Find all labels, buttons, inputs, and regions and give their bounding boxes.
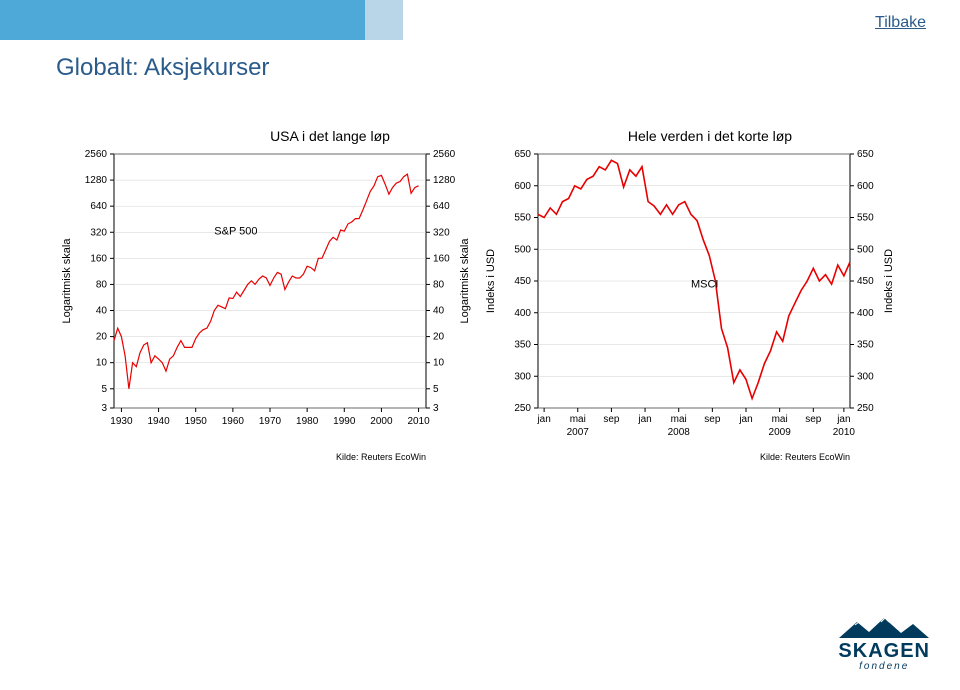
svg-text:250: 250 [857,403,874,414]
svg-text:40: 40 [433,306,445,317]
svg-text:40: 40 [96,306,108,317]
svg-text:Indeks i USD: Indeks i USD [485,249,497,313]
svg-text:Logaritmisk skala: Logaritmisk skala [459,238,471,324]
svg-text:1930: 1930 [110,416,133,427]
svg-text:1980: 1980 [296,416,319,427]
svg-text:jan: jan [536,414,550,425]
svg-text:S&P 500: S&P 500 [214,226,257,238]
svg-text:80: 80 [96,279,108,290]
svg-text:20: 20 [96,332,108,343]
svg-text:550: 550 [857,213,874,224]
svg-text:2560: 2560 [433,149,456,160]
svg-text:500: 500 [857,244,874,255]
svg-text:sep: sep [704,414,721,425]
svg-text:400: 400 [514,308,531,319]
svg-text:Indeks i USD: Indeks i USD [883,249,895,313]
chart-right: 250 250 300 300 350 350 400 400 450 450 500 500 550 5… [480,148,904,468]
svg-text:Logaritmisk skala: Logaritmisk skala [61,238,73,324]
svg-text:650: 650 [514,149,531,160]
svg-text:640: 640 [90,201,107,212]
svg-text:20: 20 [433,332,445,343]
svg-text:3: 3 [433,403,439,414]
logo-tagline-text: fondene [859,661,909,672]
svg-text:400: 400 [857,308,874,319]
svg-text:jan: jan [836,414,850,425]
svg-text:5: 5 [101,384,107,395]
svg-text:1280: 1280 [433,175,456,186]
svg-text:650: 650 [857,149,874,160]
svg-text:250: 250 [514,403,531,414]
svg-text:1960: 1960 [222,416,245,427]
svg-text:550: 550 [514,213,531,224]
svg-text:5: 5 [433,384,439,395]
svg-text:jan: jan [637,414,651,425]
svg-text:10: 10 [433,358,445,369]
svg-text:450: 450 [514,276,531,287]
svg-text:MSCI: MSCI [691,278,719,290]
svg-text:jan: jan [738,414,752,425]
svg-text:300: 300 [514,371,531,382]
svg-text:2010: 2010 [407,416,430,427]
svg-text:300: 300 [857,371,874,382]
chart-right-title: Hele verden i det korte løp [560,128,860,144]
svg-text:160: 160 [433,253,450,264]
page-title: Globalt: Aksjekurser [56,54,269,82]
svg-text:sep: sep [805,414,822,425]
svg-text:350: 350 [857,340,874,351]
svg-text:450: 450 [857,276,874,287]
svg-text:2009: 2009 [769,427,792,438]
svg-text:2000: 2000 [370,416,393,427]
svg-text:600: 600 [514,181,531,192]
svg-text:320: 320 [433,227,450,238]
svg-text:500: 500 [514,244,531,255]
mountain-icon [839,616,929,638]
svg-text:1940: 1940 [147,416,170,427]
svg-text:Kilde: Reuters EcoWin: Kilde: Reuters EcoWin [760,452,850,462]
svg-text:2560: 2560 [85,149,108,160]
chart-left-title: USA i det lange løp [200,128,460,144]
header-band [0,0,960,40]
svg-text:1990: 1990 [333,416,356,427]
svg-text:160: 160 [90,253,107,264]
logo-brand-text: SKAGEN [838,640,930,663]
svg-text:1950: 1950 [185,416,208,427]
svg-text:Kilde: Reuters EcoWin: Kilde: Reuters EcoWin [336,452,426,462]
svg-text:2007: 2007 [567,427,590,438]
svg-text:600: 600 [857,181,874,192]
back-link[interactable]: Tilbake [875,14,926,32]
svg-text:mai: mai [671,414,687,425]
svg-text:mai: mai [772,414,788,425]
svg-text:2008: 2008 [668,427,691,438]
svg-text:350: 350 [514,340,531,351]
svg-text:3: 3 [101,403,107,414]
svg-text:320: 320 [90,227,107,238]
svg-text:640: 640 [433,201,450,212]
logo: SKAGEN fondene [838,616,930,672]
svg-text:2010: 2010 [833,427,856,438]
chart-left: 3 3 5 5 10 10 20 20 40 40 80 80 160 160 320 320 640 640 12… [56,148,480,468]
svg-text:1970: 1970 [259,416,282,427]
svg-text:sep: sep [603,414,620,425]
svg-text:80: 80 [433,279,445,290]
svg-text:1280: 1280 [85,175,108,186]
svg-text:mai: mai [570,414,586,425]
svg-text:10: 10 [96,358,108,369]
